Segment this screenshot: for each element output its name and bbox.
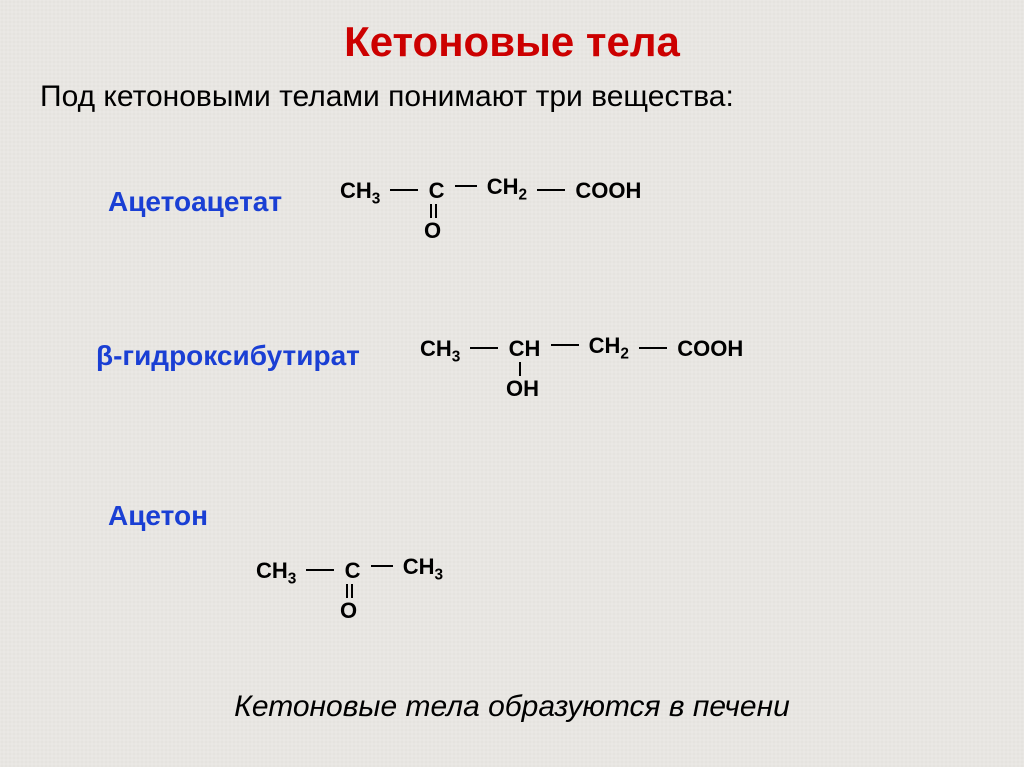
group: CH2 [589,333,629,358]
formula-hydroxybutyrate: CH3 CH CH2 COOH OH [420,336,743,362]
bond [306,569,334,571]
compound-label-acetoacetate: Ацетоацетат [108,186,282,218]
group: COOH [677,336,743,361]
bond [470,347,498,349]
formula-acetone: CH3 C CH3 O [256,558,443,584]
group-oxygen: O [340,598,357,624]
group: CH3 [256,558,296,583]
bond [639,347,667,349]
group: CH2 [487,174,527,199]
slide-footer: Кетоновые тела образуются в печени [0,690,1024,724]
group: CH3 [420,336,460,361]
group: CH3 [403,554,443,579]
formula-acetoacetate: CH3 C CH2 COOH O [340,178,641,204]
group: C [345,558,361,583]
compound-label-hydroxybutyrate: β-гидроксибутират [96,340,360,372]
slide-title: Кетоновые тела [0,18,1024,66]
compound-label-acetone: Ацетон [108,500,208,532]
slide-subtitle: Под кетоновыми телами понимают три вещес… [40,80,734,114]
group-hydroxy: OH [506,376,539,402]
group: CH [509,336,541,361]
group: COOH [575,178,641,203]
bond [371,565,393,567]
group: C [429,178,445,203]
group-oxygen: O [424,218,441,244]
bond [551,344,579,346]
bond [537,189,565,191]
group: CH3 [340,178,380,203]
bond [390,189,418,191]
bond [455,185,477,187]
single-bond-vertical [519,362,521,376]
